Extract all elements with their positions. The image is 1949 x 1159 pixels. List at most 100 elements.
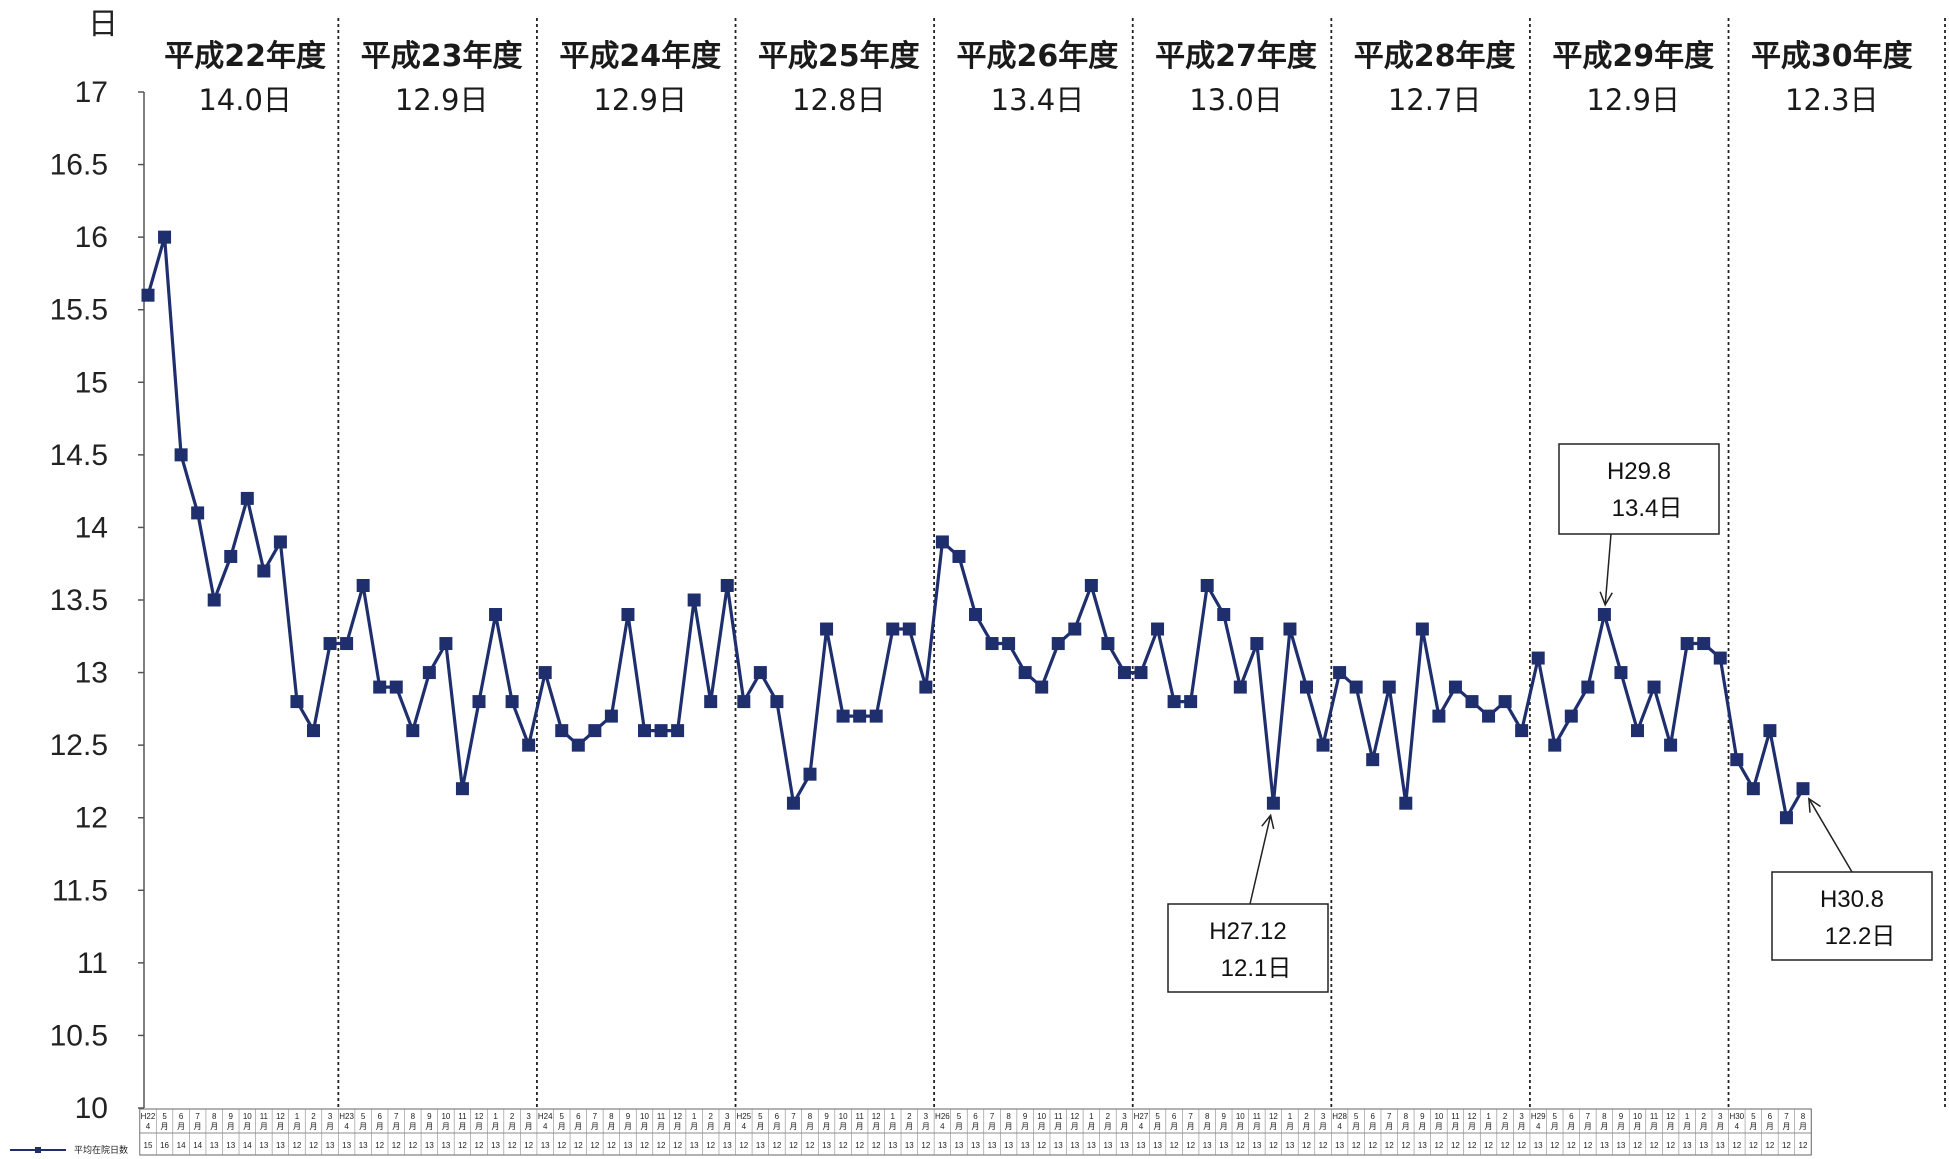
table-value: 13	[905, 1141, 914, 1150]
table-month-label: 5	[758, 1112, 763, 1121]
data-point	[1068, 622, 1082, 636]
data-point	[1482, 709, 1496, 723]
table-month-suffix: 月	[1551, 1122, 1559, 1131]
table-month-label: 9	[229, 1112, 234, 1121]
table-month-label: 2	[510, 1112, 515, 1121]
table-month-suffix: 月	[624, 1122, 632, 1131]
table-value: 12	[1765, 1141, 1774, 1150]
fiscal-year-average: 12.7日	[1388, 83, 1482, 117]
table-month-label: 1	[1685, 1112, 1690, 1121]
table-month-label: 2	[1304, 1112, 1309, 1121]
data-point	[969, 608, 982, 622]
table-month-suffix: 月	[1104, 1122, 1112, 1131]
table-month-suffix: 月	[690, 1122, 698, 1131]
data-point	[555, 724, 569, 738]
table-month-label: H30	[1729, 1112, 1744, 1121]
table-month-suffix: 月	[988, 1122, 996, 1131]
table-month-label: 5	[560, 1112, 565, 1121]
table-value: 12	[392, 1141, 401, 1150]
data-point	[1134, 666, 1148, 680]
table-value: 13	[210, 1141, 219, 1150]
data-point	[621, 608, 635, 622]
table-month-label: 8	[1006, 1112, 1011, 1121]
table-month-label: 7	[1387, 1112, 1392, 1121]
callout-value: 13.4日	[1612, 495, 1683, 522]
data-point	[1465, 695, 1479, 709]
table-month-suffix: 月	[1799, 1122, 1807, 1131]
table-value: 16	[160, 1141, 169, 1150]
data-point	[588, 724, 602, 738]
callout-arrowhead	[1808, 797, 1821, 813]
table-month-label: 5	[957, 1112, 962, 1121]
table-month-label: 3	[526, 1112, 531, 1121]
data-point	[1167, 695, 1181, 709]
table-value: 12	[706, 1141, 715, 1150]
table-month-suffix: 月	[1766, 1122, 1774, 1131]
table-value: 13	[1600, 1141, 1609, 1150]
table-month-suffix: 月	[1501, 1122, 1509, 1131]
data-point	[373, 680, 387, 694]
table-value: 13	[541, 1141, 550, 1150]
table-month-label: 2	[1106, 1112, 1111, 1121]
table-value: 13	[1252, 1141, 1261, 1150]
table-month-label: 3	[1718, 1112, 1723, 1121]
data-point	[687, 593, 701, 607]
fiscal-year-headers: 平成22年度 14.0日 平成23年度 12.9日 平成24年度 12.9日 平成25年度 1…	[164, 39, 1912, 117]
data-point	[207, 593, 221, 607]
fiscal-year-average: 13.0日	[1189, 83, 1283, 117]
table-value: 12	[1401, 1141, 1410, 1150]
table-value: 13	[971, 1141, 980, 1150]
data-point	[638, 724, 651, 738]
table-month-label: 10	[1236, 1112, 1245, 1121]
table-month-label: 6	[973, 1112, 978, 1121]
table-value: 12	[772, 1141, 781, 1150]
data-point	[1200, 578, 1214, 592]
fiscal-year-average: 12.8日	[792, 83, 886, 117]
table-value: 13	[491, 1141, 500, 1150]
table-month-suffix: 月	[1187, 1122, 1195, 1131]
table-value: 12	[1732, 1141, 1741, 1150]
fiscal-year-name: 平成23年度	[361, 39, 523, 74]
table-month-label: 12	[1468, 1112, 1477, 1121]
table-month-suffix: 4	[1337, 1122, 1342, 1131]
table-month-suffix: 月	[1617, 1122, 1625, 1131]
data-point	[1035, 680, 1049, 694]
data-point	[1581, 680, 1595, 694]
table-value: 12	[1749, 1141, 1758, 1150]
table-month-label: 6	[1768, 1112, 1773, 1121]
data-point	[720, 578, 734, 592]
table-month-label: 9	[824, 1112, 829, 1121]
table-value: 12	[1650, 1141, 1659, 1150]
table-month-label: 11	[1451, 1112, 1460, 1121]
data-point	[1614, 666, 1628, 680]
table-month-suffix: 4	[146, 1122, 151, 1131]
table-month-label: 11	[1253, 1112, 1262, 1121]
table-value: 13	[1219, 1141, 1228, 1150]
table-month-label: 10	[1434, 1112, 1443, 1121]
fiscal-year-average: 12.9日	[395, 83, 489, 117]
table-month-label: 11	[657, 1112, 666, 1121]
fiscal-year-average: 14.0日	[198, 83, 292, 117]
y-tick-label: 11.5	[52, 874, 108, 907]
table-month-label: 8	[1602, 1112, 1607, 1121]
data-point	[1564, 709, 1578, 723]
table-value: 13	[1285, 1141, 1294, 1150]
callout-arrowhead	[1261, 813, 1275, 830]
table-month-label: 2	[1503, 1112, 1508, 1121]
y-tick-label: 11	[77, 947, 108, 980]
fiscal-year-name: 平成27年度	[1155, 39, 1317, 74]
data-point	[1680, 637, 1694, 651]
table-month-label: 6	[1569, 1112, 1574, 1121]
table-month-suffix: 月	[1700, 1122, 1708, 1131]
table-month-label: 5	[1751, 1112, 1756, 1121]
table-value: 12	[1567, 1141, 1576, 1150]
callout-arrow	[1808, 798, 1853, 873]
data-point	[985, 637, 999, 651]
table-month-label: 7	[1188, 1112, 1193, 1121]
table-month-suffix: 月	[1286, 1122, 1294, 1131]
table-value: 13	[623, 1141, 632, 1150]
data-point	[737, 695, 751, 709]
data-point	[1779, 811, 1793, 825]
data-point	[307, 724, 320, 738]
data-point	[472, 695, 486, 709]
